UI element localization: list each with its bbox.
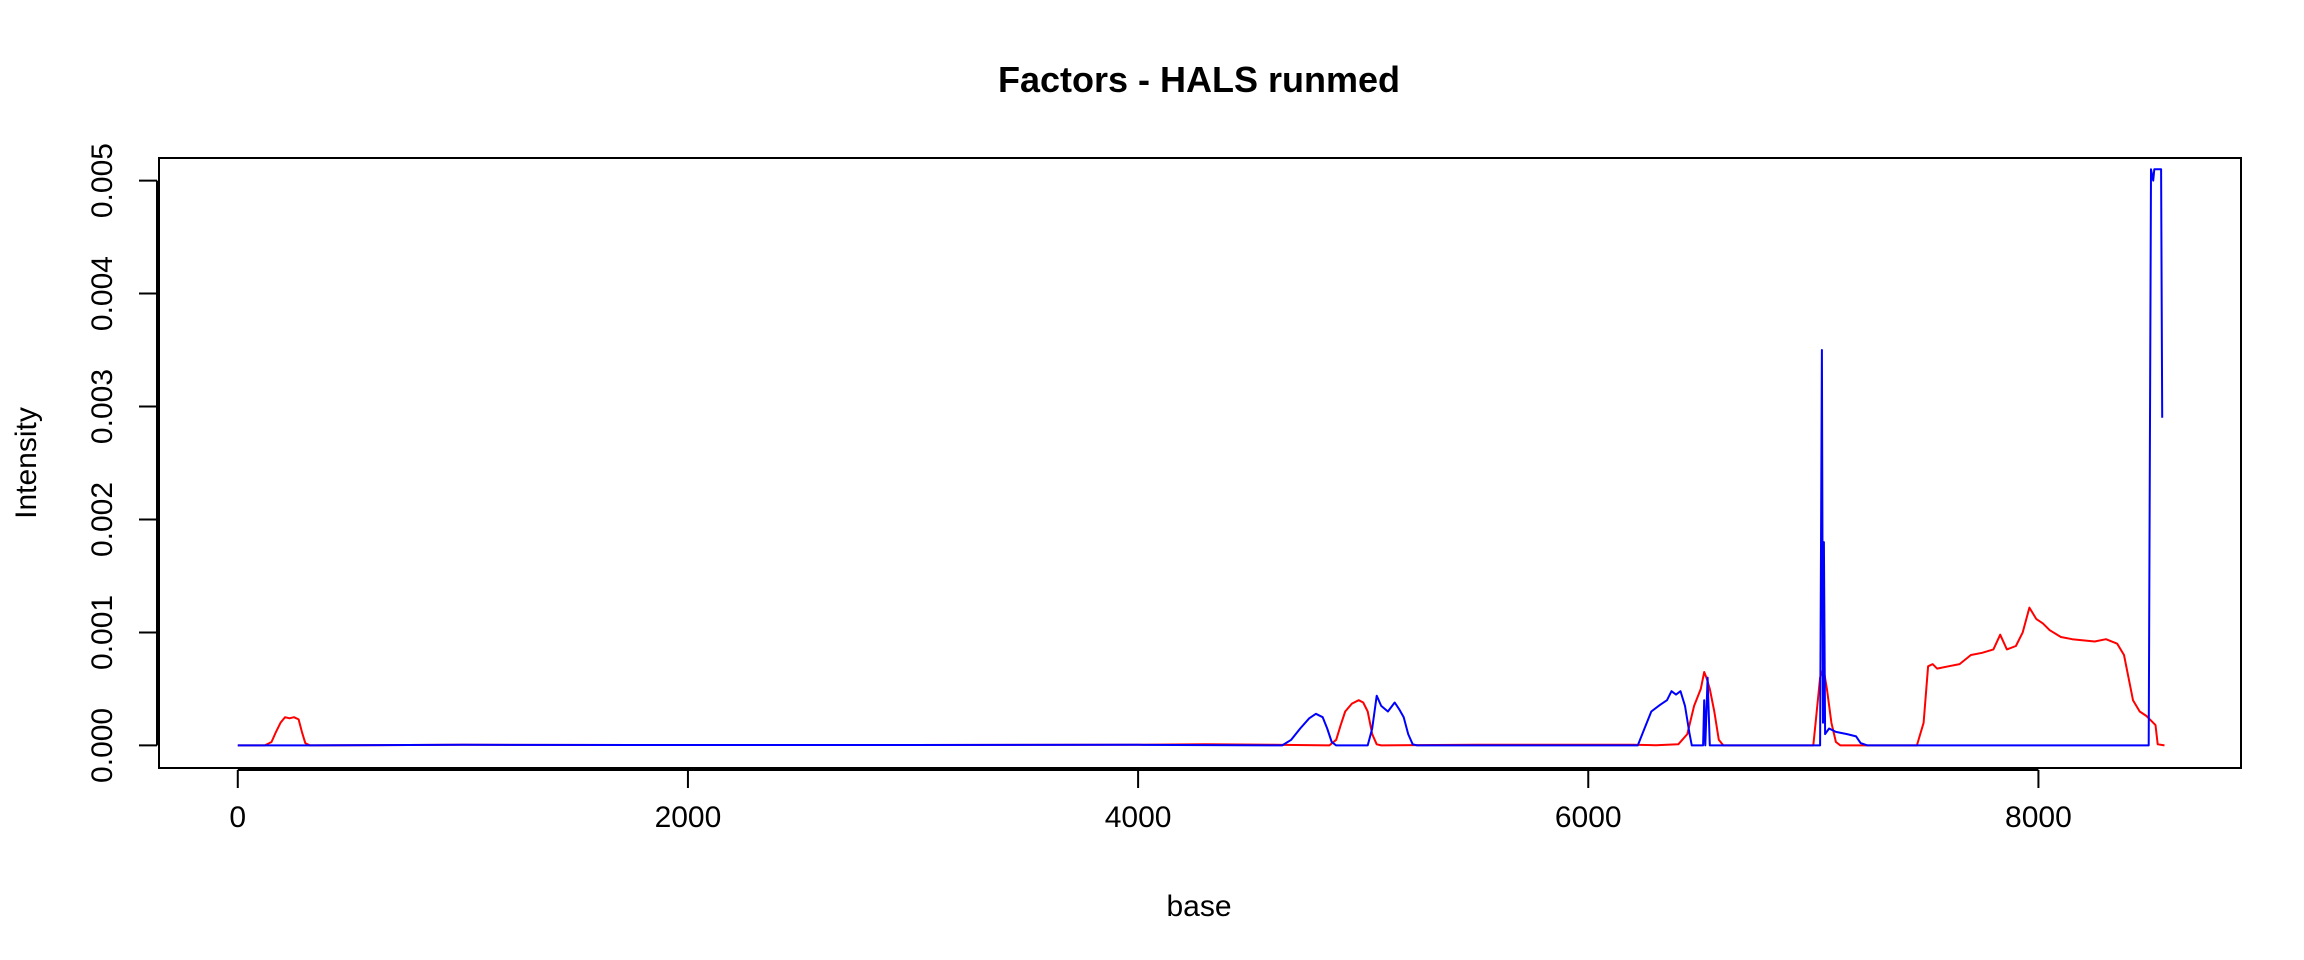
y-axis-label: Intensity <box>10 407 43 519</box>
x-tick-label: 4000 <box>1105 801 1172 834</box>
plot-frame <box>158 157 2242 769</box>
x-tick-label: 8000 <box>2005 801 2072 834</box>
series-layer <box>237 168 2165 747</box>
y-axis: 0.000 0.001 0.002 0.003 0.004 0.005 <box>86 143 158 783</box>
y-tick-label: 0.003 <box>86 369 119 444</box>
y-tick-label: 0.002 <box>86 482 119 557</box>
x-axis-label: base <box>1166 890 1231 923</box>
y-tick-label: 0.004 <box>86 256 119 331</box>
chart-title: Factors - HALS runmed <box>998 59 1400 100</box>
y-tick-label: 0.000 <box>86 708 119 783</box>
x-tick-label: 0 <box>229 801 246 834</box>
x-tick-label: 6000 <box>1555 801 1622 834</box>
series-line-1 <box>237 606 2165 747</box>
x-axis: 0 2000 4000 6000 8000 <box>229 769 2072 834</box>
series-line-2 <box>237 168 2164 747</box>
x-tick-label: 2000 <box>655 801 722 834</box>
y-tick-label: 0.005 <box>86 143 119 218</box>
y-tick-label: 0.001 <box>86 595 119 670</box>
